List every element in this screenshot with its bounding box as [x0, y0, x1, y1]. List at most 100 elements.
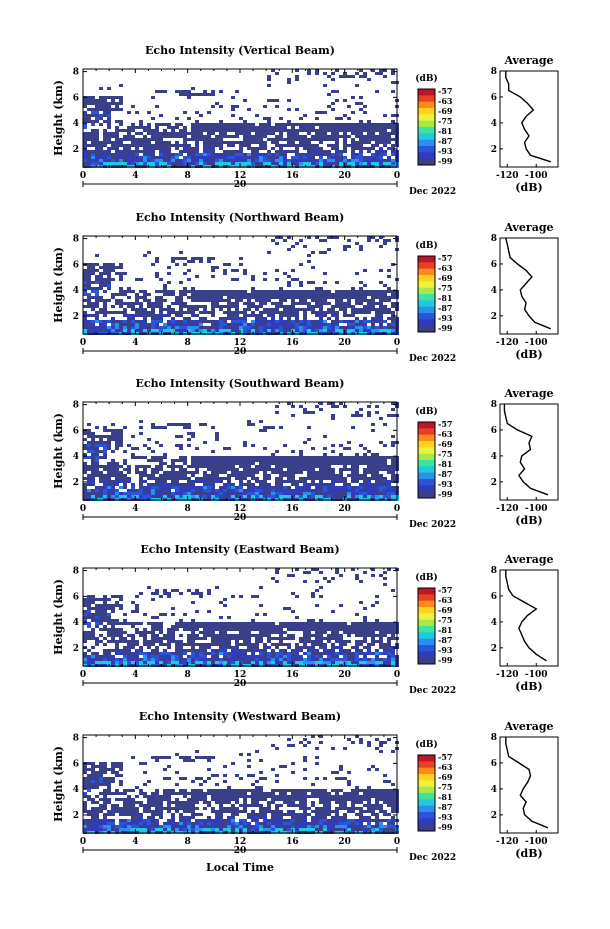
- heatmap-cell: [379, 299, 383, 302]
- heatmap-cell: [179, 150, 183, 153]
- heatmap-cell: [95, 453, 99, 456]
- heatmap-cell: [123, 661, 127, 664]
- heatmap-cell: [315, 144, 319, 147]
- heatmap-cell: [83, 329, 87, 332]
- heatmap-cell: [99, 616, 103, 619]
- heatmap-cell: [347, 320, 351, 323]
- heatmap-cell: [343, 138, 347, 141]
- heatmap-cell: [171, 652, 175, 655]
- heatmap-cell: [363, 293, 367, 296]
- heatmap-cell: [367, 661, 371, 664]
- heatmap-cell: [275, 320, 279, 323]
- heatmap-cell: [219, 646, 223, 649]
- heatmap-cell: [103, 477, 107, 480]
- heatmap-cell: [327, 150, 331, 153]
- heatmap-cell: [211, 426, 215, 429]
- heatmap-cell: [243, 643, 247, 646]
- colorbar-label: -99: [438, 156, 453, 166]
- heatmap-cell: [359, 162, 363, 165]
- heatmap-cell: [291, 290, 295, 293]
- colorbar-label: -99: [438, 489, 453, 499]
- heatmap-cell: [363, 492, 367, 495]
- heatmap-cell: [323, 435, 327, 438]
- heatmap-cell: [123, 619, 127, 622]
- heatmap-cell: [251, 489, 255, 492]
- heatmap-cell: [287, 637, 291, 640]
- heatmap-cell: [235, 293, 239, 296]
- heatmap-cell: [107, 492, 111, 495]
- heatmap-cell: [83, 126, 87, 129]
- heatmap-cell: [115, 299, 119, 302]
- heatmap-cell: [287, 275, 291, 278]
- heatmap-cell: [355, 272, 359, 275]
- heatmap-cell: [227, 652, 231, 655]
- heatmap-cell: [351, 486, 355, 489]
- heatmap-cell: [271, 661, 275, 664]
- heatmap-cell: [235, 492, 239, 495]
- heatmap-cell: [215, 622, 219, 625]
- heatmap-cell: [135, 150, 139, 153]
- heatmap-cell: [307, 495, 311, 498]
- profile-y-tick-label: 8: [491, 67, 497, 77]
- heatmap-cell: [319, 643, 323, 646]
- heatmap-cell: [275, 144, 279, 147]
- heatmap-cell: [267, 326, 271, 329]
- heatmap-cell: [91, 435, 95, 438]
- heatmap-cell: [387, 456, 391, 459]
- heatmap-cell: [155, 290, 159, 293]
- heatmap-cell: [331, 495, 335, 498]
- heatmap-cell: [187, 278, 191, 281]
- heatmap-cell: [167, 489, 171, 492]
- heatmap-cell: [307, 281, 311, 284]
- heatmap-cell: [371, 643, 375, 646]
- heatmap-cell: [103, 595, 107, 598]
- heatmap-cell: [299, 405, 303, 408]
- heatmap-cell: [359, 628, 363, 631]
- heatmap-cell: [223, 150, 227, 153]
- heatmap-cell: [175, 296, 179, 299]
- heatmap-cell: [83, 99, 87, 102]
- heatmap-cell: [299, 159, 303, 162]
- heatmap-cell: [363, 471, 367, 474]
- heatmap-cell: [163, 308, 167, 311]
- heatmap-cell: [187, 643, 191, 646]
- heatmap-cell: [187, 311, 191, 314]
- heatmap-cell: [227, 296, 231, 299]
- heatmap-cell: [155, 592, 159, 595]
- x-tick-label: 4: [132, 171, 138, 181]
- heatmap-cell: [83, 156, 87, 159]
- heatmap-cell: [275, 290, 279, 293]
- heatmap-cell: [287, 78, 291, 81]
- day-label: 20: [234, 347, 247, 357]
- heatmap-cell: [227, 616, 231, 619]
- heatmap-cell: [83, 610, 87, 613]
- heatmap-cell: [287, 281, 291, 284]
- heatmap-cell: [259, 129, 263, 132]
- heatmap-cell: [159, 459, 163, 462]
- heatmap-cell: [155, 640, 159, 643]
- heatmap-cell: [123, 646, 127, 649]
- heatmap-cell: [239, 311, 243, 314]
- heatmap-cell: [243, 474, 247, 477]
- heatmap-cell: [359, 144, 363, 147]
- heatmap-cell: [163, 299, 167, 302]
- heatmap-cell: [235, 299, 239, 302]
- heatmap-cell: [207, 311, 211, 314]
- heatmap-cell: [335, 474, 339, 477]
- heatmap-cell: [155, 138, 159, 141]
- heatmap-cell: [287, 456, 291, 459]
- heatmap-cell: [139, 323, 143, 326]
- heatmap-cell: [139, 120, 143, 123]
- heatmap-cell: [175, 311, 179, 314]
- heatmap-cell: [383, 625, 387, 628]
- heatmap-cell: [123, 314, 127, 317]
- heatmap-cell: [91, 432, 95, 435]
- heatmap-cell: [251, 275, 255, 278]
- heatmap-cell: [311, 329, 315, 332]
- heatmap-cell: [139, 486, 143, 489]
- colorbar-label: -93: [438, 146, 453, 156]
- heatmap-cell: [215, 637, 219, 640]
- heatmap-cell: [311, 296, 315, 299]
- heatmap-cell: [311, 474, 315, 477]
- heatmap-cell: [383, 69, 387, 72]
